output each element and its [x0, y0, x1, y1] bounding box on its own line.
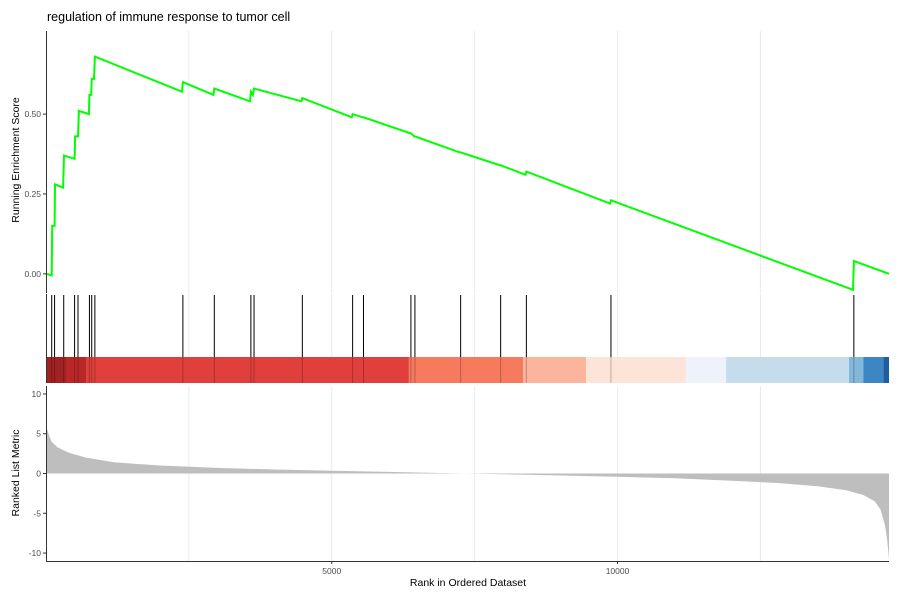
y-tick-label: -10 — [29, 548, 42, 558]
heat-band-segment — [586, 357, 687, 383]
x-axis-label: Rank in Ordered Dataset — [410, 577, 526, 589]
chart-title: regulation of immune response to tumor c… — [47, 10, 290, 24]
y-tick-label: 10 — [32, 389, 42, 399]
y-tick-label: -5 — [33, 508, 41, 518]
heat-band-segment — [408, 357, 524, 383]
x-tick-label: 5000 — [322, 566, 341, 576]
y-tick-label: 0.00 — [24, 269, 41, 279]
heat-band-segment — [46, 357, 67, 383]
heat-band-segment — [686, 357, 727, 383]
enrichment-score-panel: 0.00 0.25 0.50 Running Enrichment Score — [10, 31, 890, 293]
heat-band-segment — [883, 357, 889, 383]
y-tick-label: 0.25 — [24, 189, 41, 199]
heat-band-segment — [86, 357, 409, 383]
x-tick-label: 10000 — [606, 566, 630, 576]
y-tick-label: 0.50 — [24, 109, 41, 119]
y-axis-label-es: Running Enrichment Score — [10, 97, 22, 223]
y-tick-label: 0 — [36, 469, 41, 479]
heat-band-segment — [726, 357, 849, 383]
y-axis-label-metric: Ranked List Metric — [10, 430, 22, 517]
ranked-metric-area — [46, 421, 889, 560]
heat-band-segment — [523, 357, 587, 383]
heat-band-segment — [66, 357, 87, 383]
enrichment-score-line — [45, 55, 890, 292]
heat-band-segment — [863, 357, 884, 383]
ranked-metric-panel: 10 5 0 -5 -10 5000 10000 Ranked List Metric R… — [10, 386, 889, 589]
y-tick-label: 5 — [36, 429, 41, 439]
gene-hits-panel — [46, 294, 889, 383]
heat-band-segment — [848, 357, 864, 383]
